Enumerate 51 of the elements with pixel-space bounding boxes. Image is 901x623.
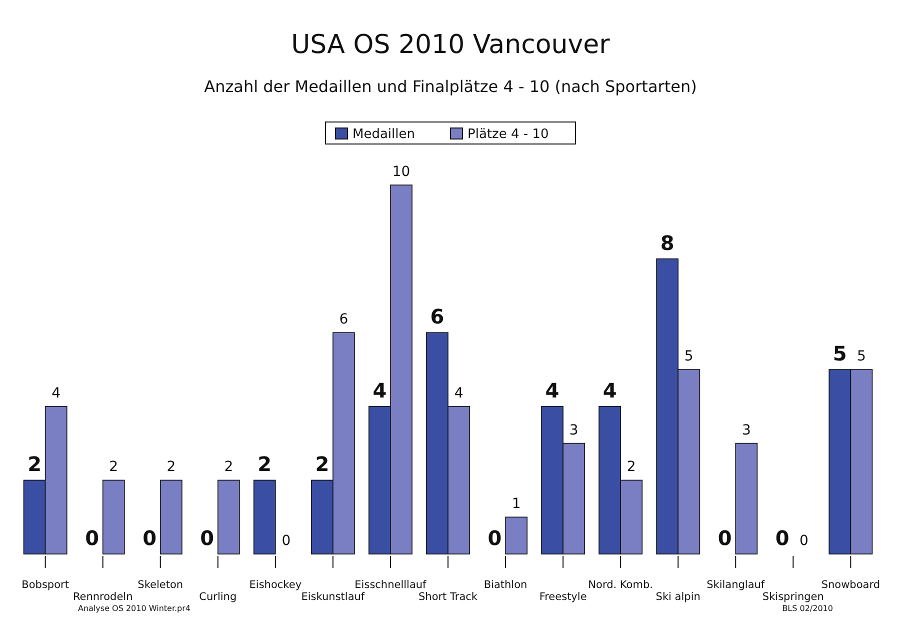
data-label: 4 bbox=[372, 378, 387, 402]
data-label: 1 bbox=[512, 496, 521, 512]
legend-label: Medaillen bbox=[352, 127, 416, 142]
data-label: 2 bbox=[166, 459, 176, 476]
x-tick-label: Biathlon bbox=[484, 579, 528, 591]
data-label: 0 bbox=[85, 526, 100, 550]
data-label: 2 bbox=[258, 452, 272, 476]
data-label: 2 bbox=[224, 459, 234, 476]
data-label: 3 bbox=[569, 422, 578, 438]
x-tick-label: Ski alpin bbox=[656, 591, 700, 603]
x-tick-label: Skispringen bbox=[762, 591, 824, 603]
x-tick-label: Eiskunstlauf bbox=[301, 591, 365, 603]
data-label: 4 bbox=[454, 385, 464, 402]
x-tick-label: Short Track bbox=[418, 591, 478, 603]
data-label: 0 bbox=[488, 526, 502, 550]
x-tick-label: Snowboard bbox=[821, 579, 880, 591]
x-tick-label: Eisschnelllauf bbox=[354, 579, 427, 591]
data-label: 0 bbox=[282, 533, 291, 549]
data-label: 6 bbox=[430, 304, 444, 329]
x-tick-label: Skilanglauf bbox=[706, 579, 765, 591]
chart-title: USA OS 2010 Vancouver bbox=[291, 30, 610, 60]
legend-label: Plätze 4 - 10 bbox=[468, 127, 549, 142]
text: Analyse OS 2010 Winter.pr4 bbox=[78, 604, 190, 613]
data-label: 4 bbox=[545, 378, 560, 402]
data-label: 4 bbox=[602, 378, 617, 402]
x-tick-label: Nord. Komb. bbox=[588, 579, 653, 591]
chart-subtitle: Anzahl der Medaillen und Finalplätze 4 - 10 (nach Sportarten) bbox=[204, 77, 697, 96]
data-label: 0 bbox=[142, 526, 157, 550]
data-label: 2 bbox=[28, 452, 42, 476]
data-label: 10 bbox=[392, 164, 410, 180]
data-label: 5 bbox=[832, 342, 847, 366]
x-tick-label: Skeleton bbox=[138, 579, 184, 591]
text: BLS 02/2010 bbox=[782, 604, 833, 613]
data-label: 0 bbox=[718, 526, 732, 550]
data-label: 8 bbox=[660, 230, 674, 255]
data-label: 2 bbox=[315, 452, 330, 476]
data-label: 6 bbox=[339, 312, 348, 328]
data-label: 3 bbox=[742, 422, 751, 438]
x-tick-label: Eishockey bbox=[249, 579, 302, 591]
x-tick-label: Rennrodeln bbox=[72, 591, 133, 603]
x-tick-label: Freestyle bbox=[539, 591, 587, 603]
data-label: 0 bbox=[200, 526, 214, 550]
data-label: 0 bbox=[775, 526, 790, 550]
data-label: 5 bbox=[857, 348, 866, 364]
data-label: 2 bbox=[109, 459, 118, 476]
x-tick-label: Bobsport bbox=[22, 579, 69, 591]
data-label: 2 bbox=[626, 459, 636, 476]
data-label: 4 bbox=[52, 385, 61, 402]
x-tick-label: Curling bbox=[199, 591, 237, 603]
data-label: 0 bbox=[799, 533, 808, 549]
data-label: 5 bbox=[684, 348, 694, 364]
